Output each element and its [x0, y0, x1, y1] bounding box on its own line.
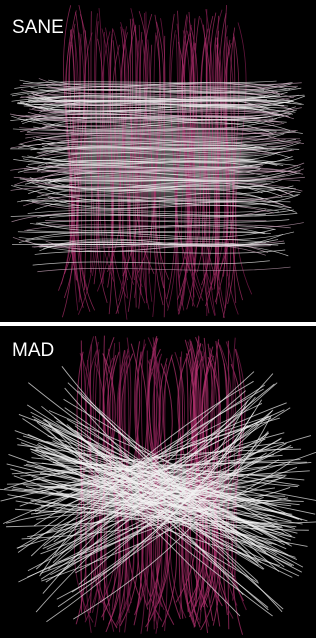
- panel-label: SANE: [12, 17, 64, 38]
- panel-label: MAD: [12, 340, 54, 361]
- separator: [0, 322, 316, 326]
- figure: SANE MAD: [0, 0, 316, 638]
- magenta-tract: [164, 36, 165, 317]
- page: SANE MAD (() => { const data = JSON.pars…: [0, 0, 316, 638]
